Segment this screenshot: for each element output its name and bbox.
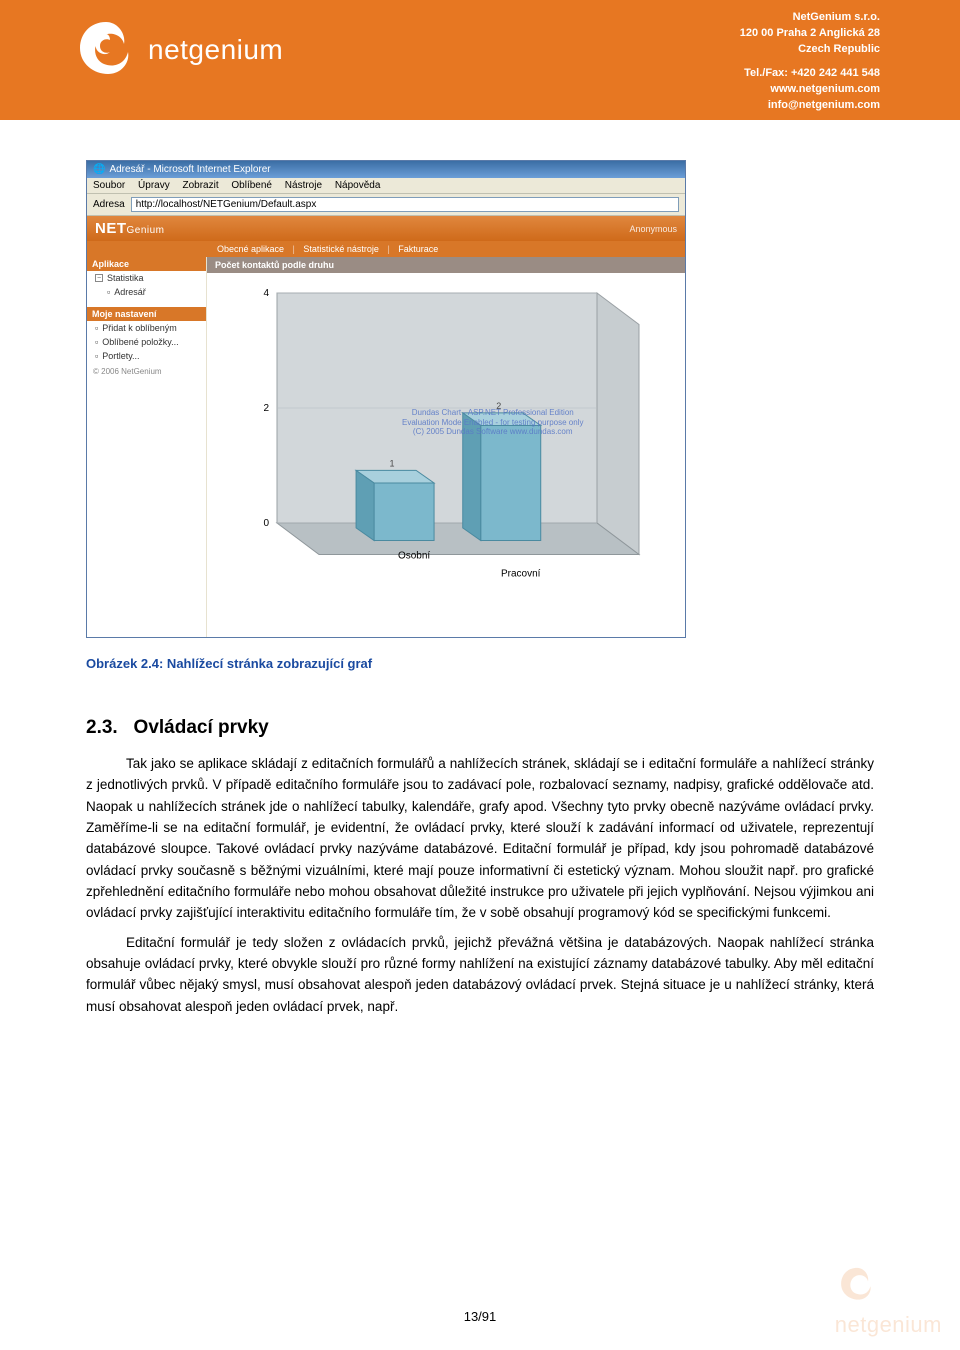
- sidebar-item[interactable]: −Statistika: [87, 271, 206, 285]
- app-main: Počet kontaktů podle druhu 0241Osobní2Pr…: [207, 257, 685, 637]
- watermark-line: Evaluation Mode Enabled - for testing pu…: [402, 418, 583, 428]
- company-addr1: 120 00 Praha 2 Anglická 28: [740, 26, 880, 42]
- paragraph: Tak jako se aplikace skládají z editační…: [86, 753, 874, 924]
- sidebar-item[interactable]: ▫ Portlety...: [87, 349, 206, 363]
- tab[interactable]: Statistické nástroje: [303, 244, 379, 254]
- sidebar-item[interactable]: ▫ Přidat k oblíbeným: [87, 321, 206, 335]
- ie-window: 🌐 Adresář - Microsoft Internet Explorer …: [86, 160, 686, 638]
- ie-addressbar: Adresa http://localhost/NETGenium/Defaul…: [87, 194, 685, 216]
- swirl-icon: [70, 14, 142, 86]
- address-label: Adresa: [93, 199, 125, 210]
- user-status: Anonymous: [629, 224, 677, 234]
- doc-icon: ▫: [95, 323, 98, 333]
- ie-icon: 🌐: [93, 164, 105, 175]
- watermark-line: (C) 2005 Dundas Software www.dundas.com: [402, 427, 583, 437]
- ie-menubar[interactable]: Soubor Úpravy Zobrazit Oblíbené Nástroje…: [87, 178, 685, 194]
- menu-item[interactable]: Zobrazit: [183, 180, 219, 191]
- sidebar-item[interactable]: ▫ Oblíbené položky...: [87, 335, 206, 349]
- doc-icon: ▫: [107, 287, 110, 297]
- svg-text:Pracovní: Pracovní: [501, 569, 541, 580]
- tab[interactable]: Obecné aplikace: [217, 244, 284, 254]
- app-sidebar: Aplikace −Statistika ▫ Adresář Moje nasta…: [87, 257, 207, 637]
- svg-text:Osobní: Osobní: [398, 551, 430, 562]
- figure-caption: Obrázek 2.4: Nahlížecí stránka zobrazují…: [86, 656, 874, 671]
- watermark-text: netgenium: [835, 1312, 942, 1338]
- menu-item[interactable]: Úpravy: [138, 180, 170, 191]
- app-brand: NETGenium: [95, 220, 165, 237]
- svg-text:1: 1: [390, 458, 395, 468]
- window-title: Adresář - Microsoft Internet Explorer: [109, 164, 270, 175]
- body-text: Tak jako se aplikace skládají z editační…: [86, 753, 874, 1017]
- screenshot-figure: 🌐 Adresář - Microsoft Internet Explorer …: [86, 160, 686, 638]
- sidebar-item[interactable]: ▫ Adresář: [87, 285, 206, 299]
- company-name: NetGenium s.r.o.: [740, 10, 880, 26]
- app-brand-sub: Genium: [127, 225, 165, 236]
- company-addr2: Czech Republic: [740, 42, 880, 58]
- sidebar-item-label: Adresář: [114, 287, 146, 297]
- chart-watermark: Dundas Chart - ASP.NET Professional Edit…: [402, 408, 583, 437]
- menu-item[interactable]: Nástroje: [285, 180, 322, 191]
- sidebar-item-label: Přidat k oblíbeným: [102, 323, 177, 333]
- watermark-logo: netgenium: [835, 1263, 942, 1338]
- chart-3d-bar: 0241Osobní2Pracovní Dundas Chart - ASP.N…: [207, 273, 685, 623]
- sidebar-section-title: Aplikace: [87, 257, 206, 271]
- sidebar-item-label: Statistika: [107, 273, 144, 283]
- company-web: www.netgenium.com: [740, 82, 880, 98]
- watermark-line: Dundas Chart - ASP.NET Professional Edit…: [402, 408, 583, 418]
- app-brand-main: NET: [95, 220, 127, 237]
- sidebar-item-label: Portlety...: [102, 351, 139, 361]
- sidebar-item-label: Oblíbené položky...: [102, 337, 178, 347]
- company-info: NetGenium s.r.o. 120 00 Praha 2 Anglická…: [740, 10, 880, 114]
- page-header: netgenium NetGenium s.r.o. 120 00 Praha …: [0, 0, 960, 120]
- doc-icon: ▫: [95, 337, 98, 347]
- app-body: Aplikace −Statistika ▫ Adresář Moje nasta…: [87, 257, 685, 637]
- company-mail: info@netgenium.com: [740, 98, 880, 114]
- window-titlebar: 🌐 Adresář - Microsoft Internet Explorer: [87, 161, 685, 178]
- app-header: NETGenium Anonymous: [87, 216, 685, 241]
- swirl-icon: [835, 1263, 879, 1307]
- chart-title: Počet kontaktů podle druhu: [207, 257, 685, 273]
- sidebar-section-title: Moje nastavení: [87, 307, 206, 321]
- tree-collapse-icon[interactable]: −: [95, 274, 103, 282]
- svg-text:2: 2: [263, 403, 269, 414]
- menu-item[interactable]: Nápověda: [335, 180, 381, 191]
- brand-name: netgenium: [148, 34, 283, 66]
- app-tabs: Obecné aplikace | Statistické nástroje |…: [87, 241, 685, 257]
- tab[interactable]: Fakturace: [398, 244, 438, 254]
- company-tel: Tel./Fax: +420 242 441 548: [740, 66, 880, 82]
- brand-logo: netgenium: [70, 14, 283, 86]
- sidebar-copyright: © 2006 NetGenium: [87, 363, 206, 380]
- svg-text:0: 0: [263, 518, 269, 529]
- section-title: Ovládací prvky: [134, 717, 269, 738]
- paragraph: Editační formulář je tedy složen z ovlád…: [86, 932, 874, 1017]
- address-field[interactable]: http://localhost/NETGenium/Default.aspx: [131, 197, 679, 212]
- svg-text:4: 4: [263, 288, 269, 299]
- menu-item[interactable]: Oblíbené: [231, 180, 272, 191]
- menu-item[interactable]: Soubor: [93, 180, 125, 191]
- page-number: 13/91: [0, 1309, 960, 1324]
- section-heading: 2.3. Ovládací prvky: [86, 717, 874, 739]
- doc-icon: ▫: [95, 351, 98, 361]
- section-number: 2.3.: [86, 717, 118, 738]
